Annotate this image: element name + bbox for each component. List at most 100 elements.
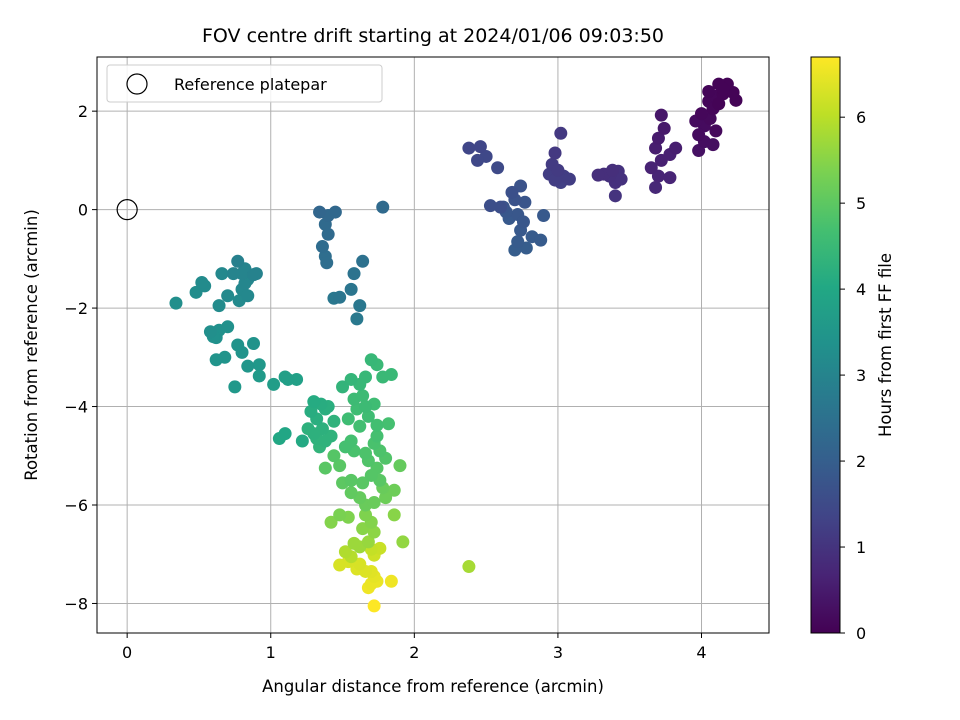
- data-point: [706, 138, 720, 152]
- y-tick-label: 2: [78, 102, 88, 121]
- x-axis-label: Angular distance from reference (arcmin): [262, 677, 604, 696]
- data-point: [353, 419, 367, 433]
- y-tick-label: −6: [64, 496, 88, 515]
- data-point: [644, 161, 658, 175]
- data-point: [712, 97, 726, 111]
- data-point: [215, 267, 229, 281]
- data-point: [554, 126, 568, 140]
- data-point: [483, 199, 497, 213]
- colorbar-tick-label: 3: [856, 366, 866, 385]
- data-point: [491, 161, 505, 175]
- colorbar-tick-label: 5: [856, 194, 866, 213]
- data-point: [336, 380, 350, 394]
- x-tick-label: 0: [122, 643, 132, 662]
- data-point: [344, 372, 358, 386]
- legend: Reference platepar: [106, 64, 383, 103]
- data-point: [338, 545, 352, 559]
- data-point: [364, 353, 378, 367]
- data-point: [651, 131, 665, 145]
- data-point: [241, 289, 255, 303]
- legend-label-reference: Reference platepar: [174, 75, 327, 94]
- data-point: [212, 299, 226, 313]
- data-point: [318, 434, 332, 448]
- data-point: [591, 168, 605, 182]
- data-point: [313, 205, 327, 219]
- data-point: [396, 535, 410, 549]
- colorbar-tick-label: 6: [856, 108, 866, 127]
- data-point: [350, 312, 364, 326]
- data-point: [393, 459, 407, 473]
- data-point: [359, 446, 373, 460]
- colorbar-label: Hours from first FF file: [876, 253, 895, 437]
- data-point: [301, 422, 315, 436]
- data-point: [347, 267, 361, 281]
- y-tick-label: −4: [64, 398, 88, 417]
- data-point: [562, 172, 576, 186]
- legend-reference-marker: [126, 73, 148, 95]
- x-tick-label: 2: [409, 643, 419, 662]
- colorbar-gradient: [810, 56, 841, 634]
- data-point: [278, 427, 292, 441]
- data-point: [367, 599, 381, 613]
- data-point: [384, 574, 398, 588]
- data-point: [364, 468, 378, 482]
- data-point: [328, 205, 342, 219]
- data-point: [344, 486, 358, 500]
- y-tick-label: 0: [78, 201, 88, 220]
- data-point: [169, 296, 183, 310]
- data-point: [318, 461, 332, 475]
- data-point: [327, 449, 341, 463]
- chart-title: FOV centre drift starting at 2024/01/06 …: [202, 25, 664, 47]
- reference-marker-layer: [116, 199, 138, 221]
- data-point: [347, 536, 361, 550]
- x-tick-label: 1: [266, 643, 276, 662]
- data-point: [654, 108, 668, 122]
- data-point: [341, 412, 355, 426]
- data-point: [379, 491, 393, 505]
- data-point: [304, 404, 318, 418]
- data-point: [241, 359, 255, 373]
- data-point: [333, 459, 347, 473]
- data-point: [327, 414, 341, 428]
- data-point: [516, 215, 530, 229]
- data-point: [702, 84, 716, 98]
- data-point: [548, 146, 562, 160]
- data-point: [324, 515, 338, 529]
- data-point: [226, 267, 240, 281]
- y-tick-label: −2: [64, 299, 88, 318]
- data-point: [344, 473, 358, 487]
- data-point: [321, 227, 335, 241]
- data-point: [252, 358, 266, 372]
- data-point: [247, 337, 261, 351]
- data-point: [356, 476, 370, 490]
- colorbar-tick-label: 0: [856, 624, 866, 643]
- y-axis-label: Rotation from reference (arcmin): [22, 209, 41, 481]
- data-point: [344, 282, 358, 296]
- data-point: [353, 299, 367, 313]
- data-point: [356, 389, 370, 403]
- data-point: [669, 141, 683, 155]
- data-point: [614, 172, 628, 186]
- x-tick-label: 3: [553, 643, 563, 662]
- data-point: [361, 409, 375, 423]
- data-point: [238, 276, 252, 290]
- data-point: [367, 525, 381, 539]
- data-point: [663, 171, 677, 185]
- plot-frame: [96, 56, 770, 634]
- data-point: [551, 163, 565, 177]
- data-point: [657, 121, 671, 135]
- data-point: [228, 380, 242, 394]
- data-point: [692, 128, 706, 142]
- data-point: [387, 508, 401, 522]
- axis-ticks: 0 1 2 3 4 −8 −6 −4 −2 0 2: [64, 102, 706, 662]
- data-point: [231, 254, 245, 268]
- data-points: [169, 77, 743, 613]
- colorbar-tick-label: 1: [856, 538, 866, 557]
- data-point: [709, 124, 723, 138]
- data-point: [252, 369, 266, 383]
- data-point: [471, 153, 485, 167]
- data-point: [518, 195, 532, 209]
- x-tick-label: 4: [696, 643, 706, 662]
- data-point: [295, 434, 309, 448]
